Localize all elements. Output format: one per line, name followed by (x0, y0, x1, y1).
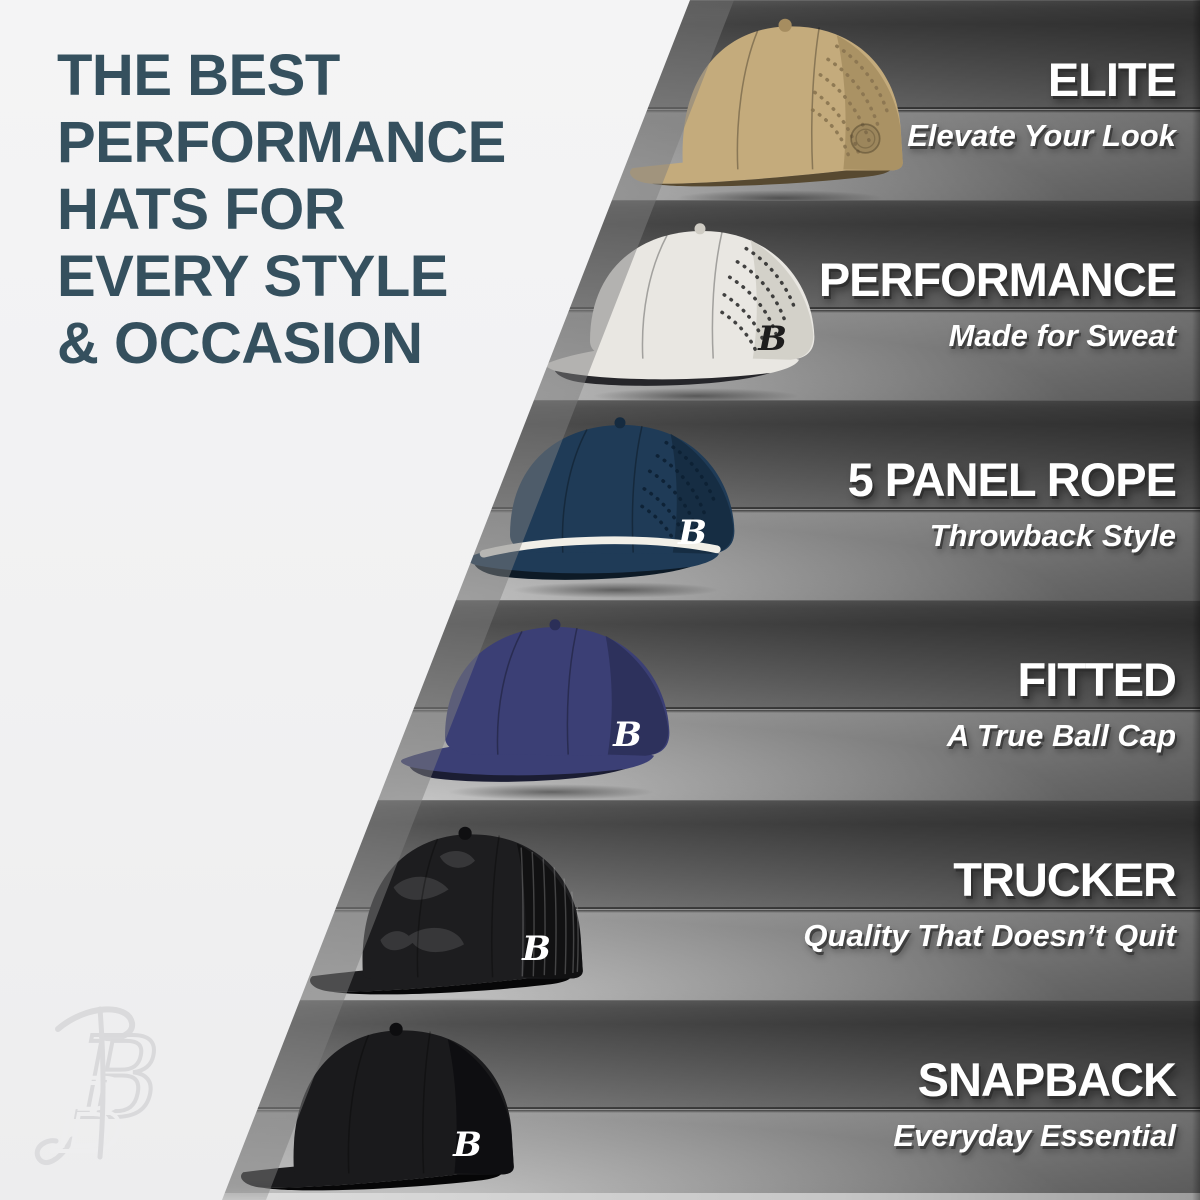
row-divider-line (0, 907, 1200, 909)
b-script-logo-icon: B (677, 513, 707, 553)
style-tagline: Throwback Style (929, 518, 1176, 553)
hat-drop-shadow (408, 781, 694, 803)
b-script-logo-icon: B (521, 929, 551, 969)
style-tagline: A True Ball Cap (946, 718, 1176, 753)
elite-flat-bill-hat-icon (630, 18, 903, 187)
bottom-edge-strip (0, 1193, 1200, 1200)
fitted-curved-bill-hat-icon: B (401, 619, 670, 782)
style-title: 5 PANEL ROPE (847, 453, 1177, 506)
hat-photo: B (230, 1004, 560, 1200)
headline: THE BEST PERFORMANCE HATS FOR EVERY STYLE & … (57, 42, 506, 377)
headline-line: PERFORMANCE (57, 110, 506, 175)
b-script-logo-icon: B (452, 1125, 482, 1165)
b-script-logo-icon: B (757, 319, 787, 359)
headline-line: THE BEST (57, 43, 340, 108)
style-tagline: Made for Sweat (948, 318, 1176, 353)
style-title: FITTED (1017, 653, 1177, 706)
hat-photo: B (535, 198, 865, 407)
headline-line: & OCCASION (57, 311, 423, 376)
headline-line: EVERY STYLE (57, 244, 448, 309)
style-title: TRUCKER (953, 853, 1177, 906)
snapback-flat-bill-hat-icon: B (241, 1022, 514, 1191)
style-title: PERFORMANCE (818, 253, 1177, 306)
bb-script-monogram-icon: B B (34, 1006, 162, 1177)
hat-photo: B (455, 392, 785, 601)
style-tagline: Everyday Essential (893, 1118, 1176, 1153)
round-patch-logo-icon (850, 123, 881, 154)
style-tagline: Elevate Your Look (907, 118, 1176, 153)
headline-line: HATS FOR (57, 177, 346, 242)
svg-text:B: B (52, 1058, 128, 1175)
style-title: SNAPBACK (917, 1053, 1177, 1106)
hat-drop-shadow (473, 579, 759, 601)
trucker-mesh-hat-icon: B (310, 826, 583, 995)
hat-photo: B (390, 594, 720, 803)
style-title: ELITE (1047, 53, 1177, 106)
style-tagline: Quality That Doesn’t Quit (803, 918, 1176, 953)
performance-curved-bill-hat-icon: B (546, 223, 815, 386)
b-script-logo-icon: B (612, 715, 642, 755)
svg-text:B: B (76, 1014, 160, 1144)
row-divider-line (0, 1107, 1200, 1109)
five-panel-rope-hat-icon: B (466, 417, 735, 580)
